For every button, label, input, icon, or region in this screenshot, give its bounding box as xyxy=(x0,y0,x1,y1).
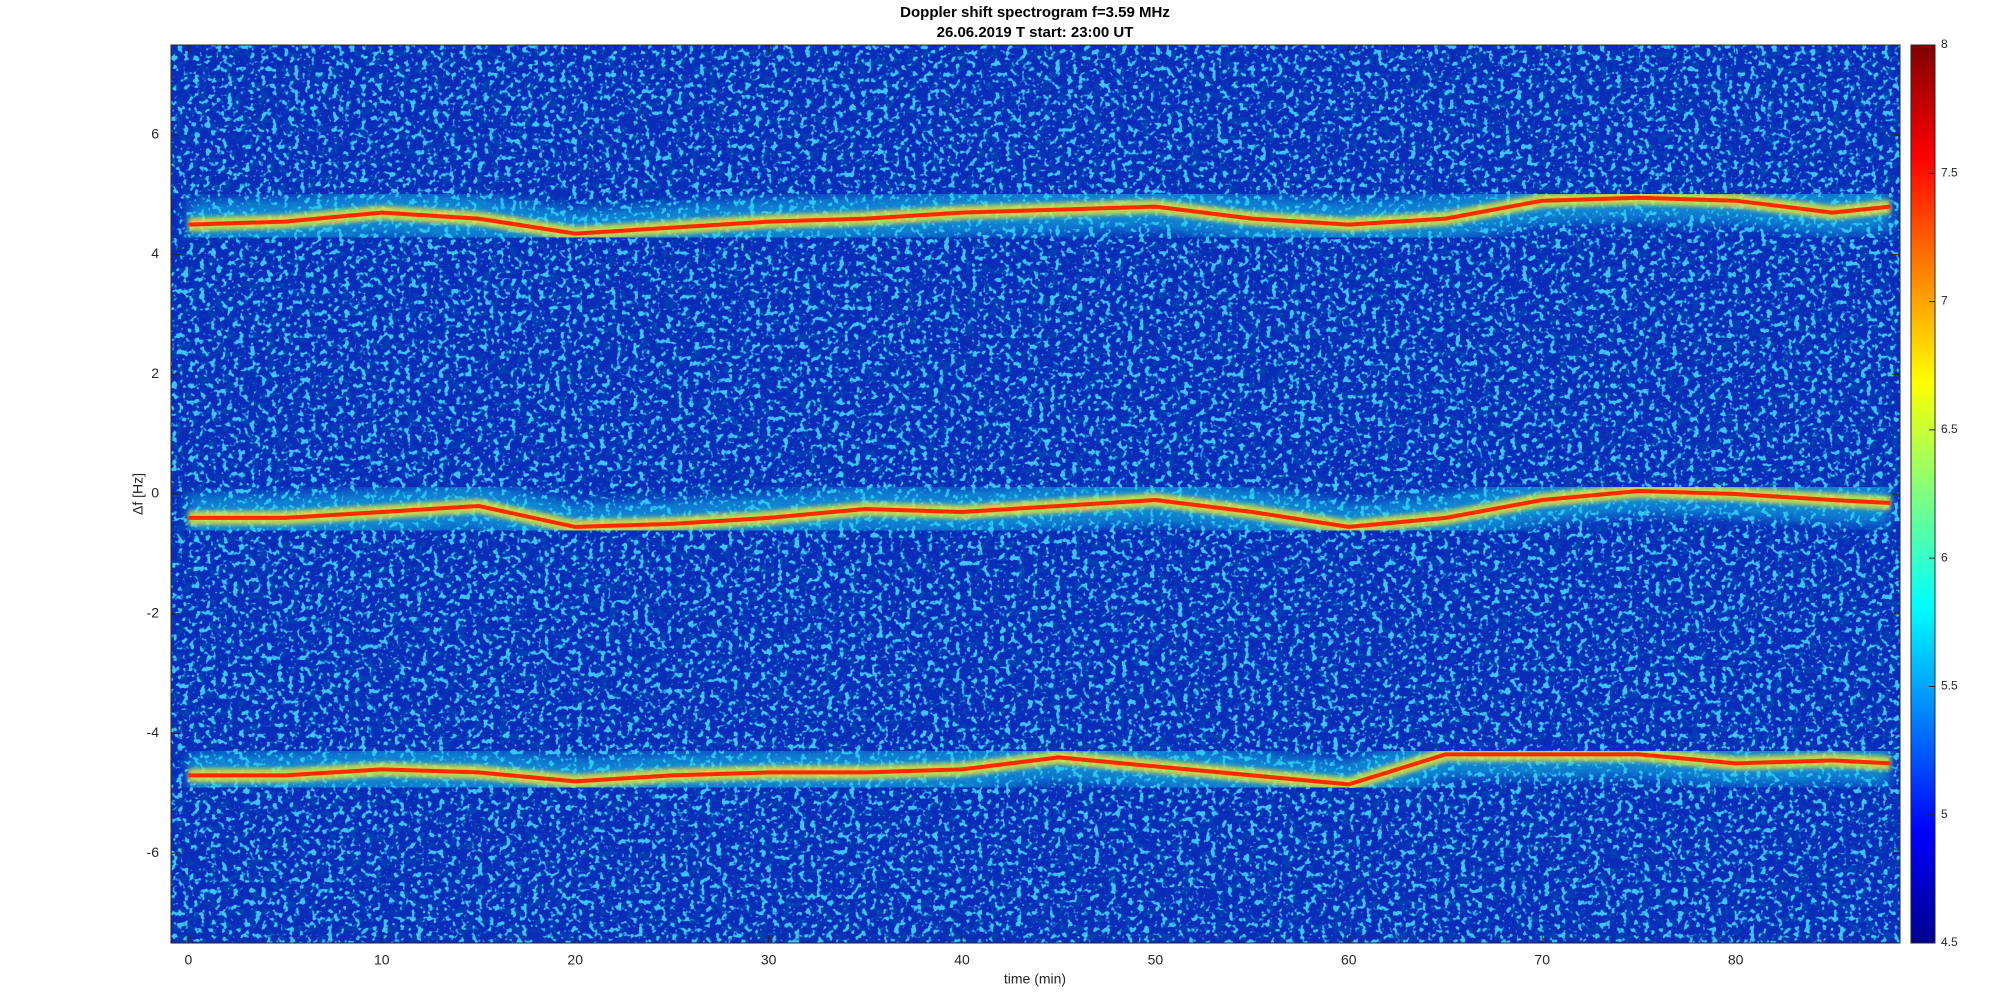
x-tick-label: 20 xyxy=(567,952,583,968)
y-tick-label: 4 xyxy=(151,245,159,261)
y-tick-label: 0 xyxy=(151,485,159,501)
x-tick-label: 30 xyxy=(761,952,777,968)
x-axis-label: time (min) xyxy=(1004,971,1066,987)
x-tick-label: 10 xyxy=(374,952,390,968)
y-tick-label: -6 xyxy=(147,844,160,860)
x-tick-label: 80 xyxy=(1728,952,1744,968)
y-tick-label: 6 xyxy=(151,126,159,142)
x-tick-label: 0 xyxy=(185,952,193,968)
colorbar-tick-label: 6 xyxy=(1941,550,1948,564)
x-tick-label: 40 xyxy=(954,952,970,968)
colorbar-tick-label: 7.5 xyxy=(1941,165,1958,179)
y-axis-label: Δf [Hz] xyxy=(130,473,146,515)
colorbar-tick-label: 8 xyxy=(1941,37,1948,51)
colorbar-tick-label: 4.5 xyxy=(1941,935,1958,949)
x-tick-label: 50 xyxy=(1148,952,1164,968)
colorbar-tick-label: 7 xyxy=(1941,294,1948,308)
colorbar xyxy=(1910,44,1936,944)
x-tick-label: 60 xyxy=(1341,952,1357,968)
ridge xyxy=(188,489,1891,529)
ridges xyxy=(187,174,1893,808)
chart-title: Doppler shift spectrogram f=3.59 MHz xyxy=(900,4,1170,21)
y-tick-label: -2 xyxy=(147,604,160,620)
ridge xyxy=(188,195,1891,236)
ridge xyxy=(188,752,1891,787)
colorbar-tick-label: 5.5 xyxy=(1941,679,1958,693)
y-tick-label: 2 xyxy=(151,365,159,381)
colorbar-tick-label: 5 xyxy=(1941,807,1948,821)
x-tick-label: 70 xyxy=(1534,952,1550,968)
chart-subtitle: 26.06.2019 T start: 23:00 UT xyxy=(937,24,1134,41)
colorbar-tick-label: 6.5 xyxy=(1941,422,1958,436)
y-tick-label: -4 xyxy=(147,724,160,740)
